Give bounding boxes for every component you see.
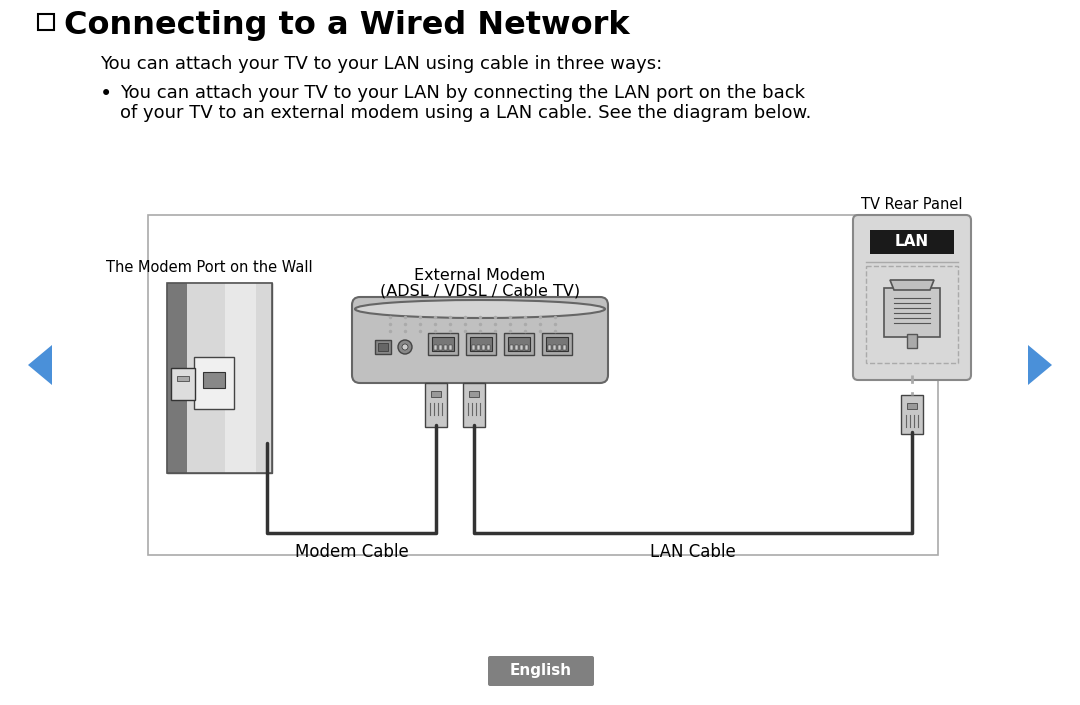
Bar [449, 345, 453, 350]
Bar [167, 283, 272, 473]
Bar [510, 345, 513, 350]
Bar [558, 345, 561, 350]
Polygon shape [1028, 345, 1052, 385]
Bar [225, 283, 256, 473]
Text: LAN Cable: LAN Cable [650, 543, 735, 561]
Bar [477, 345, 480, 350]
Text: of your TV to an external modem using a LAN cable. See the diagram below.: of your TV to an external modem using a … [120, 104, 811, 122]
Text: LAN: LAN [895, 235, 929, 250]
Bar [378, 343, 388, 351]
FancyBboxPatch shape [426, 383, 447, 427]
Bar [907, 334, 917, 348]
Circle shape [399, 340, 411, 354]
Bar [542, 333, 572, 355]
Bar [508, 337, 530, 351]
Bar [470, 337, 492, 351]
Bar [563, 345, 566, 350]
Text: •: • [100, 84, 112, 104]
Bar [432, 337, 454, 351]
Circle shape [402, 344, 408, 350]
FancyBboxPatch shape [194, 357, 234, 409]
FancyBboxPatch shape [853, 215, 971, 380]
Bar [187, 283, 272, 473]
Bar [472, 345, 475, 350]
Text: Modem Cable: Modem Cable [295, 543, 408, 561]
Text: You can attach your TV to your LAN using cable in three ways:: You can attach your TV to your LAN using… [100, 55, 662, 73]
Bar [482, 345, 485, 350]
FancyBboxPatch shape [885, 288, 940, 337]
Bar [148, 215, 939, 555]
Ellipse shape [355, 300, 605, 318]
Text: The Modem Port on the Wall: The Modem Port on the Wall [106, 260, 313, 275]
Bar [167, 283, 272, 473]
Bar [548, 345, 551, 350]
Text: Connecting to a Wired Network: Connecting to a Wired Network [64, 10, 630, 41]
Text: You can attach your TV to your LAN by connecting the LAN port on the back: You can attach your TV to your LAN by co… [120, 84, 805, 102]
FancyBboxPatch shape [901, 395, 923, 434]
Bar [431, 391, 441, 397]
Bar [38, 14, 54, 30]
Text: (ADSL / VDSL / Cable TV): (ADSL / VDSL / Cable TV) [380, 284, 580, 299]
Bar [504, 333, 534, 355]
Bar [375, 340, 391, 354]
Polygon shape [28, 345, 52, 385]
Polygon shape [890, 280, 934, 290]
Bar [519, 345, 523, 350]
FancyBboxPatch shape [352, 297, 608, 383]
Bar [177, 376, 189, 381]
Bar [907, 403, 917, 409]
Bar [434, 345, 437, 350]
Bar [515, 345, 518, 350]
Text: External Modem: External Modem [415, 268, 545, 283]
Bar [870, 230, 954, 254]
Bar [546, 337, 568, 351]
Bar [487, 345, 490, 350]
Bar [444, 345, 447, 350]
FancyBboxPatch shape [488, 656, 594, 686]
FancyBboxPatch shape [171, 368, 195, 400]
Bar [203, 372, 225, 388]
Bar [866, 266, 958, 363]
Bar [438, 345, 442, 350]
Text: English: English [510, 663, 572, 678]
Bar [465, 333, 496, 355]
Text: TV Rear Panel: TV Rear Panel [861, 197, 962, 212]
FancyBboxPatch shape [463, 383, 485, 427]
Bar [525, 345, 528, 350]
Bar [553, 345, 556, 350]
Bar [469, 391, 480, 397]
Bar [167, 283, 187, 473]
Bar [428, 333, 458, 355]
